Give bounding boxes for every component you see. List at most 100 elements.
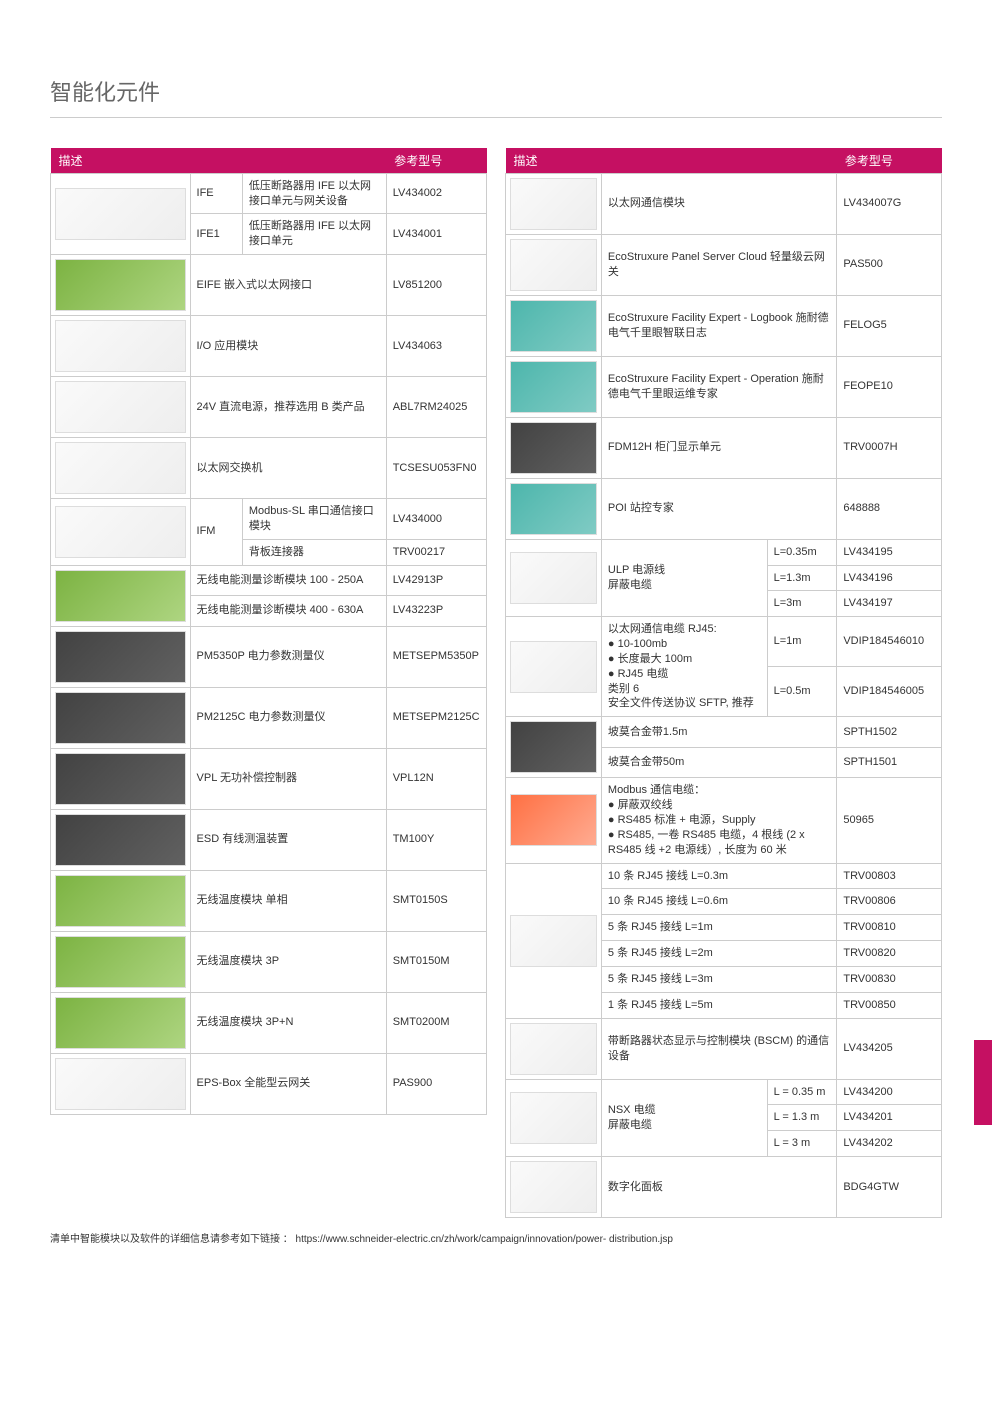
table-row: 24V 直流电源，推荐选用 B 类产品ABL7RM24025: [51, 377, 487, 438]
desc-cell: 5 条 RJ45 接线 L=2m: [601, 941, 836, 967]
desc-cell: NSX 电缆 屏蔽电缆: [601, 1079, 767, 1157]
ref-cell: LV434197: [837, 591, 942, 617]
table-row: EcoStruxure Facility Expert - Logbook 施耐…: [506, 295, 942, 356]
image-cell: [506, 539, 602, 617]
sub-cell: L=0.35m: [767, 539, 837, 565]
desc-cell: 无线电能测量诊断模块 400 - 630A: [190, 596, 386, 627]
columns-container: 描述参考型号IFE低压断路器用 IFE 以太网接口单元与网关设备LV434002…: [50, 148, 942, 1218]
table-row: PM2125C 电力参数测量仪METSEPM2125C: [51, 687, 487, 748]
ref-cell: LV42913P: [386, 565, 486, 596]
sub-cell: L=1.3m: [767, 565, 837, 591]
table-row: 以太网通信模块LV434007G: [506, 173, 942, 234]
desc-cell: 低压断路器用 IFE 以太网接口单元: [242, 214, 386, 255]
ref-cell: LV851200: [386, 255, 486, 316]
desc-cell: ESD 有线测温装置: [190, 809, 386, 870]
product-image: [55, 692, 186, 744]
product-image: [510, 794, 597, 846]
desc-cell: FDM12H 柜门显示单元: [601, 417, 836, 478]
image-cell: [51, 438, 191, 499]
product-image: [55, 442, 186, 494]
table-row: FDM12H 柜门显示单元TRV0007H: [506, 417, 942, 478]
image-cell: [51, 565, 191, 626]
table-row: EIFE 嵌入式以太网接口LV851200: [51, 255, 487, 316]
right-column: 描述参考型号以太网通信模块LV434007GEcoStruxure Panel …: [505, 148, 942, 1218]
desc-cell: Modbus 通信电缆： ● 屏蔽双绞线 ● RS485 标准 + 电源，Sup…: [601, 778, 836, 863]
table-row: IFMModbus-SL 串口通信接口模块LV434000: [51, 499, 487, 540]
ref-cell: SMT0150S: [386, 870, 486, 931]
image-cell: [506, 717, 602, 778]
ref-cell: FEOPE10: [837, 356, 942, 417]
image-cell: [51, 377, 191, 438]
sub-cell: L=0.5m: [767, 667, 837, 717]
desc-cell: 数字化面板: [601, 1157, 836, 1218]
table-row: 以太网交换机TCSESU053FN0: [51, 438, 487, 499]
code-cell: IFE1: [190, 214, 242, 255]
image-cell: [506, 617, 602, 717]
footer-note: 清单中智能模块以及软件的详细信息请参考如下链接 ： https://www.sc…: [50, 1230, 942, 1245]
image-cell: [51, 173, 191, 254]
product-image: [55, 259, 186, 311]
product-image: [55, 570, 186, 622]
table-row: IFE低压断路器用 IFE 以太网接口单元与网关设备LV434002: [51, 173, 487, 214]
side-tab: [974, 1040, 992, 1125]
product-image: [510, 641, 597, 693]
image-cell: [506, 234, 602, 295]
image-cell: [51, 1053, 191, 1114]
table-row: 无线电能测量诊断模块 100 - 250ALV42913P: [51, 565, 487, 596]
image-cell: [51, 870, 191, 931]
header-ref: 参考型号: [386, 148, 486, 174]
desc-cell: EPS-Box 全能型云网关: [190, 1053, 386, 1114]
ref-cell: ABL7RM24025: [386, 377, 486, 438]
ref-cell: SPTH1502: [837, 717, 942, 748]
image-cell: [506, 295, 602, 356]
ref-cell: LV434000: [386, 499, 486, 540]
ref-cell: PAS500: [837, 234, 942, 295]
table-row: 无线温度模块 单相SMT0150S: [51, 870, 487, 931]
product-image: [55, 1058, 186, 1110]
ref-cell: METSEPM2125C: [386, 687, 486, 748]
desc-cell: 以太网交换机: [190, 438, 386, 499]
image-cell: [51, 931, 191, 992]
desc-cell: PM2125C 电力参数测量仪: [190, 687, 386, 748]
ref-cell: TRV00810: [837, 915, 942, 941]
desc-cell: 1 条 RJ45 接线 L=5m: [601, 992, 836, 1018]
product-image: [55, 875, 186, 927]
desc-cell: I/O 应用模块: [190, 316, 386, 377]
desc-cell: 带断路器状态显示与控制模块 (BSCM) 的通信设备: [601, 1018, 836, 1079]
desc-cell: 以太网通信电缆 RJ45: ● 10-100mb ● 长度最大 100m ● R…: [601, 617, 767, 717]
table-row: PM5350P 电力参数测量仪METSEPM5350P: [51, 626, 487, 687]
ref-cell: LV434002: [386, 173, 486, 214]
product-image: [55, 506, 186, 558]
table-row: VPL 无功补偿控制器VPL12N: [51, 748, 487, 809]
sub-cell: L = 0.35 m: [767, 1079, 837, 1105]
code-cell: IFM: [190, 499, 242, 566]
table-row: 带断路器状态显示与控制模块 (BSCM) 的通信设备LV434205: [506, 1018, 942, 1079]
ref-cell: TM100Y: [386, 809, 486, 870]
desc-cell: EcoStruxure Facility Expert - Operation …: [601, 356, 836, 417]
image-cell: [51, 687, 191, 748]
table-row: 以太网通信电缆 RJ45: ● 10-100mb ● 长度最大 100m ● R…: [506, 617, 942, 667]
header-ref: 参考型号: [837, 148, 942, 174]
table-row: I/O 应用模块LV434063: [51, 316, 487, 377]
ref-cell: 648888: [837, 478, 942, 539]
product-image: [510, 239, 597, 291]
product-image: [55, 997, 186, 1049]
left-column: 描述参考型号IFE低压断路器用 IFE 以太网接口单元与网关设备LV434002…: [50, 148, 487, 1218]
desc-cell: 坡莫合金带1.5m: [601, 717, 836, 748]
desc-cell: 无线温度模块 3P: [190, 931, 386, 992]
table-row: 无线温度模块 3PSMT0150M: [51, 931, 487, 992]
ref-cell: LV434201: [837, 1105, 942, 1131]
table-row: 无线温度模块 3P+NSMT0200M: [51, 992, 487, 1053]
ref-cell: LV434196: [837, 565, 942, 591]
product-image: [55, 320, 186, 372]
ref-cell: TRV00217: [386, 539, 486, 565]
product-image: [510, 483, 597, 535]
image-cell: [51, 626, 191, 687]
desc-cell: 坡莫合金带50m: [601, 747, 836, 778]
ref-cell: LV434001: [386, 214, 486, 255]
desc-cell: VPL 无功补偿控制器: [190, 748, 386, 809]
image-cell: [506, 478, 602, 539]
product-image: [510, 178, 597, 230]
desc-cell: EcoStruxure Facility Expert - Logbook 施耐…: [601, 295, 836, 356]
ref-cell: METSEPM5350P: [386, 626, 486, 687]
